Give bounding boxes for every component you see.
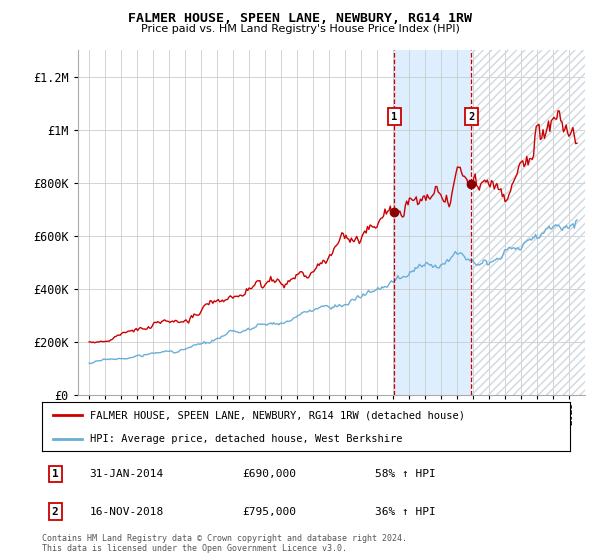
Text: Contains HM Land Registry data © Crown copyright and database right 2024.
This d: Contains HM Land Registry data © Crown c…: [42, 534, 407, 553]
Text: Price paid vs. HM Land Registry's House Price Index (HPI): Price paid vs. HM Land Registry's House …: [140, 24, 460, 34]
Text: £795,000: £795,000: [242, 507, 296, 516]
Text: 2: 2: [468, 111, 474, 122]
Text: HPI: Average price, detached house, West Berkshire: HPI: Average price, detached house, West…: [89, 434, 402, 444]
Text: £690,000: £690,000: [242, 469, 296, 479]
Text: FALMER HOUSE, SPEEN LANE, NEWBURY, RG14 1RW: FALMER HOUSE, SPEEN LANE, NEWBURY, RG14 …: [128, 12, 472, 25]
Bar: [471, 50, 593, 395]
Text: 16-NOV-2018: 16-NOV-2018: [89, 507, 164, 516]
Text: 1: 1: [391, 111, 397, 122]
Text: 1: 1: [52, 469, 59, 479]
Text: FALMER HOUSE, SPEEN LANE, NEWBURY, RG14 1RW (detached house): FALMER HOUSE, SPEEN LANE, NEWBURY, RG14 …: [89, 410, 464, 421]
Text: 36% ↑ HPI: 36% ↑ HPI: [374, 507, 436, 516]
Text: 31-JAN-2014: 31-JAN-2014: [89, 469, 164, 479]
Text: 2: 2: [52, 507, 59, 516]
Bar: [394, 50, 471, 395]
Bar: [471, 50, 593, 395]
Text: 58% ↑ HPI: 58% ↑ HPI: [374, 469, 436, 479]
